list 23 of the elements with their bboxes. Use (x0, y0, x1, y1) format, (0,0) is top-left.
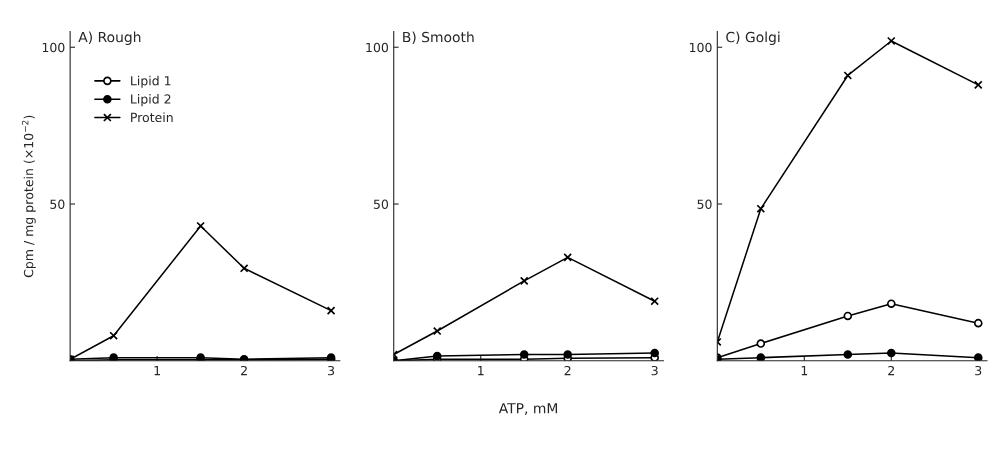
x-tick-label: 2 (241, 365, 247, 376)
y-axis-title: Cpm / mg protein (×10$^{−2}$) (21, 115, 36, 278)
x-tick-label: 1 (801, 366, 808, 376)
x-axis-title: ATP, mM (498, 403, 558, 415)
x-tick-label: 1 (154, 366, 160, 376)
chart-title: A) Rough (78, 31, 141, 46)
x-tick-label: 3 (975, 365, 982, 376)
legend-label: Protein (131, 112, 173, 123)
x-tick-label: 2 (564, 365, 571, 376)
y-tick-label: 50 (373, 199, 389, 209)
chart-title: C) Golgi (726, 31, 780, 46)
chart-title: B) Smooth (403, 31, 474, 44)
legend-label: Lipid 1 (131, 75, 171, 88)
y-tick-label: 100 (42, 42, 65, 53)
x-tick-label: 3 (328, 365, 335, 376)
x-tick-label: 3 (651, 365, 658, 376)
y-tick-label: 50 (697, 199, 712, 209)
y-tick-label: 100 (366, 42, 389, 53)
y-tick-label: 100 (689, 42, 712, 53)
x-tick-label: 1 (478, 366, 484, 376)
x-tick-label: 2 (888, 365, 895, 376)
legend-label: Lipid 2 (131, 94, 171, 107)
y-tick-label: 50 (50, 199, 65, 209)
